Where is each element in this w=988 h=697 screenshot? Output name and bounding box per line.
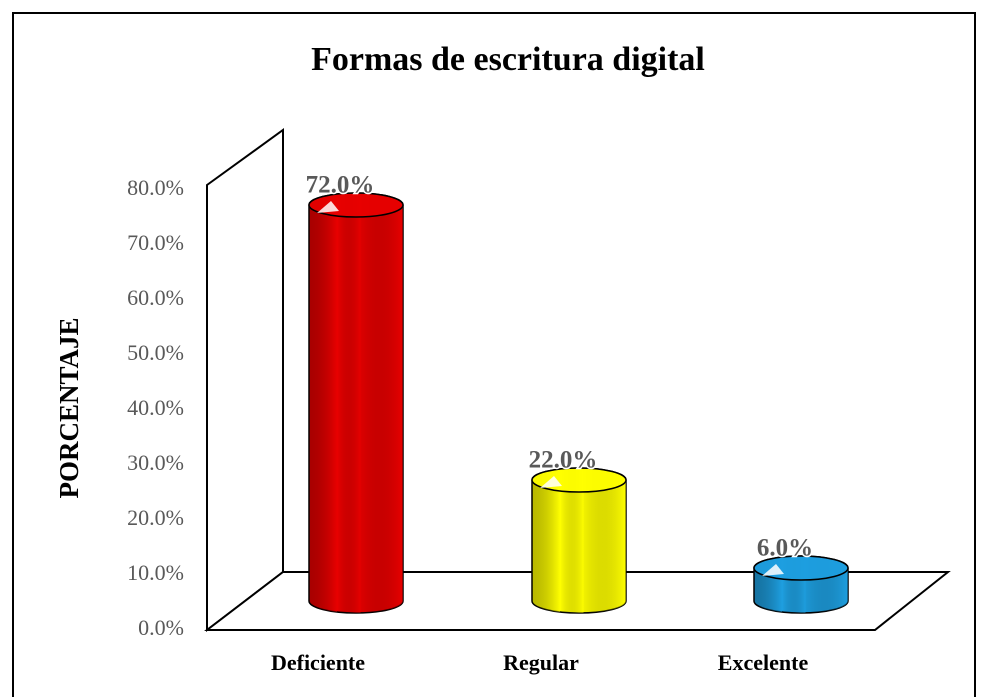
y-tick-label: 30.0% (127, 450, 184, 475)
y-tick-label: 70.0% (127, 230, 184, 255)
x-tick-label: Regular (503, 650, 579, 675)
bar-shade (532, 468, 626, 613)
data-label: 22.0% (529, 447, 598, 474)
bar-highlight (317, 201, 339, 213)
y-tick-label: 80.0% (127, 175, 184, 200)
y-tick-label: 40.0% (127, 395, 184, 420)
y-tick-label: 50.0% (127, 340, 184, 365)
y-tick-label: 0.0% (138, 615, 184, 640)
bar-highlight (762, 564, 784, 576)
side-wall (206, 128, 284, 633)
data-label: 6.0% (757, 535, 813, 562)
y-axis-label: PORCENTAJE (54, 317, 84, 498)
chart-title: Formas de escritura digital (311, 41, 705, 78)
x-tick-label: Excelente (718, 650, 809, 675)
bar-highlight (540, 476, 562, 488)
x-tick-label: Deficiente (271, 650, 365, 675)
data-label: 72.0% (306, 172, 375, 199)
bar-shade (309, 193, 403, 613)
y-tick-label: 10.0% (127, 560, 184, 585)
y-tick-label: 60.0% (127, 285, 184, 310)
y-tick-label: 20.0% (127, 505, 184, 530)
